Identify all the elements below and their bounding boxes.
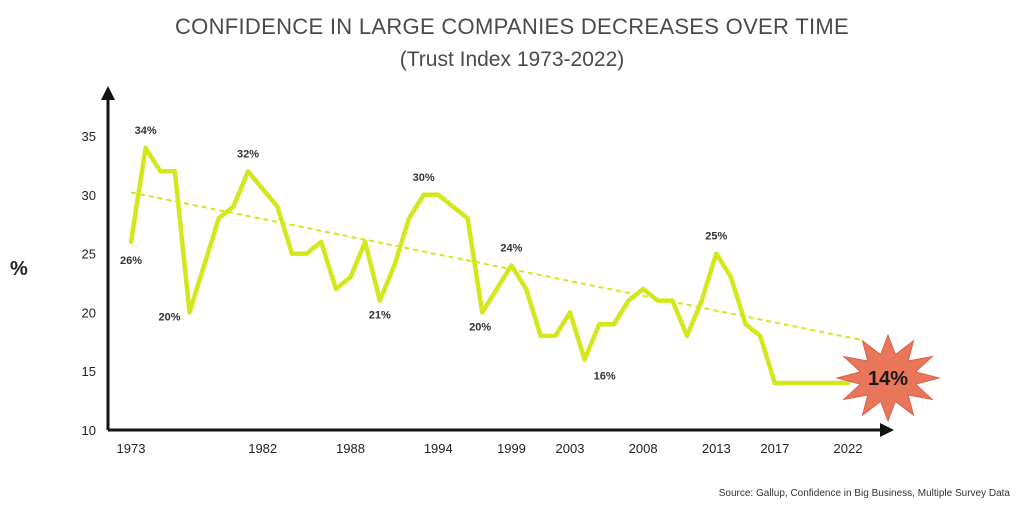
tick-labels: 10 15 20 25 30 35 1973 1982 1988 1994 1999 2003 2008… xyxy=(82,129,863,456)
x-tick-label: 1982 xyxy=(248,441,277,456)
x-tick-label: 2017 xyxy=(760,441,789,456)
x-tick-label: 1994 xyxy=(424,441,453,456)
data-label: 20% xyxy=(159,311,181,323)
y-tick-label: 35 xyxy=(82,129,96,144)
data-label: 34% xyxy=(135,125,157,137)
data-label: 30% xyxy=(413,172,435,184)
data-label: 16% xyxy=(594,370,616,382)
x-tick-label: 2022 xyxy=(834,441,863,456)
source-note: Source: Gallup, Confidence in Big Busine… xyxy=(718,488,1010,499)
y-axis-arrow xyxy=(101,86,115,100)
x-tick-label: 1999 xyxy=(497,441,526,456)
y-tick-label: 30 xyxy=(82,188,96,203)
x-tick-label: 2013 xyxy=(702,441,731,456)
chart-title: CONFIDENCE IN LARGE COMPANIES DECREASES … xyxy=(174,14,849,39)
x-tick-label: 1988 xyxy=(336,441,365,456)
axes xyxy=(101,86,894,437)
x-tick-label: 1973 xyxy=(117,441,146,456)
data-label: 25% xyxy=(705,231,727,243)
x-tick-label: 2003 xyxy=(556,441,585,456)
data-label: 32% xyxy=(237,148,259,160)
series-group xyxy=(128,145,851,386)
trend-line xyxy=(130,191,861,341)
trend-line-group xyxy=(130,191,861,341)
y-tick-label: 25 xyxy=(82,247,96,262)
data-label: 26% xyxy=(120,255,142,267)
highlight-burst xyxy=(835,333,941,423)
x-tick-label: 2008 xyxy=(629,441,658,456)
data-label: 20% xyxy=(469,321,491,333)
y-tick-label: 15 xyxy=(82,364,96,379)
series-line xyxy=(128,145,851,386)
x-axis-arrow xyxy=(880,423,894,437)
chart-subtitle: (Trust Index 1973-2022) xyxy=(399,48,625,71)
y-axis-label: % xyxy=(10,258,28,280)
highlight-label: 14% xyxy=(868,368,908,390)
highlight-group: 14% xyxy=(835,333,941,423)
data-label: 24% xyxy=(500,242,522,254)
data-label: 21% xyxy=(369,310,391,322)
data-labels: 26% 34% 20% 32% 21% 30% 20% 24% 16% 25% xyxy=(120,125,728,383)
y-tick-label: 10 xyxy=(82,423,96,438)
y-tick-label: 20 xyxy=(82,305,96,320)
